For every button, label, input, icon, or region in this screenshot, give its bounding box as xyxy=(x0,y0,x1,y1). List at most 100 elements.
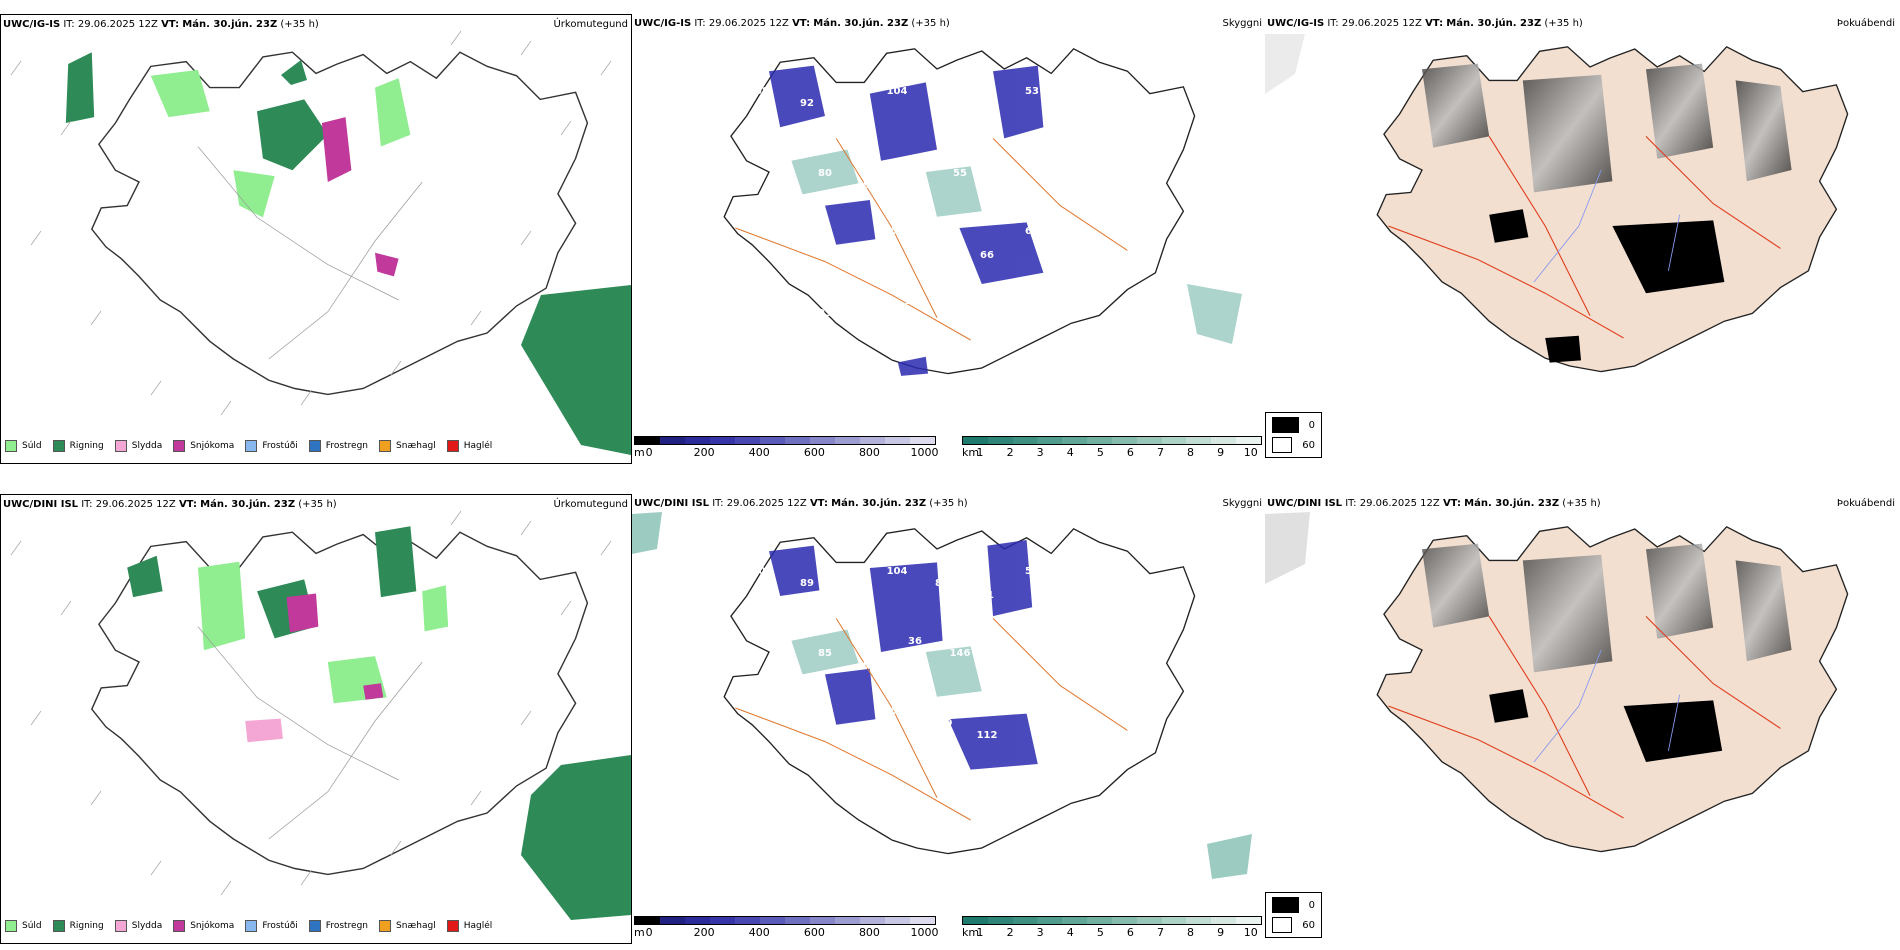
colorbar-unit: km xyxy=(962,926,980,939)
precip-map-row2 xyxy=(10,510,631,920)
cloud-base-label: 138 xyxy=(950,308,971,319)
legend-item: Slydda xyxy=(114,920,162,932)
cloud-base-label: 51 xyxy=(1070,718,1084,729)
cloud-base-label: 92 xyxy=(800,98,814,109)
cloud-base-label: 58 xyxy=(755,86,769,97)
cloud-base-label: 66 xyxy=(998,180,1012,191)
colorbar-tick: 9 xyxy=(1217,926,1225,939)
cloud-base-label: 112 xyxy=(977,730,998,741)
colorbar-tick: 3 xyxy=(1036,446,1044,459)
cloud-base-label: 69 xyxy=(845,590,859,601)
colorbar-tick: 6 xyxy=(1126,446,1134,459)
cloud-base-label: 60 xyxy=(890,706,904,717)
precip-map-row1 xyxy=(10,30,631,455)
precip-title-row2: Úrkomutegund xyxy=(553,499,628,510)
cloud-map-row1: 58 92 80 104 79 69 53 62 65 80 82 88 55 66 126 135 142 97… xyxy=(723,48,1242,376)
cloud-base-label: 65 xyxy=(773,156,787,167)
height-bar xyxy=(634,916,936,925)
cloud-base-label: 135 xyxy=(1085,168,1106,179)
legend-item: Frostregn xyxy=(308,920,368,932)
fog-legend-row2: 0 60 xyxy=(1265,892,1322,938)
colorbar-tick: 7 xyxy=(1156,926,1164,939)
precip-panel-row1: UWC/IG-IS IT: 29.06.2025 12Z VT: Mán. 30… xyxy=(0,14,632,464)
legend-item: Haglél xyxy=(446,440,492,452)
precip-legend-row1: Súld Rigning Slydda Snjókoma Frostúði Fr… xyxy=(5,440,504,452)
cloud-base-label: 59 xyxy=(845,730,859,741)
colorbar-unit: m xyxy=(634,446,645,459)
colorbar-tick: 6 xyxy=(1126,926,1134,939)
cloud-base-label: 81 xyxy=(980,590,994,601)
fog-map-row2 xyxy=(1265,512,1849,853)
cloud-title-row2: Skyggni xyxy=(1222,498,1262,509)
header-row2-fog: UWC/DINI ISL IT: 29.06.2025 12Z VT: Mán.… xyxy=(1267,498,1601,509)
cloud-base-label: 77 xyxy=(1088,648,1102,659)
cloud-panel-row2: 109 89 69 104 80 81 55 81 55 85 93 36 146 120 69 77 95 83… xyxy=(632,494,1265,944)
legend-item: Frostúði xyxy=(245,440,298,452)
colorbar-tick: 800 xyxy=(858,446,880,459)
km-bar xyxy=(962,916,1262,925)
cloud-base-label: 73 xyxy=(1025,706,1039,717)
cloud-base-label: 97 xyxy=(800,238,814,249)
cloud-base-label: 109 xyxy=(932,718,953,729)
cloud-base-label: 53 xyxy=(1025,86,1039,97)
colorbar-tick: 1 xyxy=(976,926,984,939)
cloud-base-label: 104 xyxy=(887,566,908,577)
km-ticks: km 1 2 3 4 5 6 7 8 9 10 xyxy=(962,925,1262,939)
cloud-base-label: 82 xyxy=(863,180,877,191)
cloud-base-label: 104 xyxy=(887,86,908,97)
cloud-base-label: 85 xyxy=(818,648,832,659)
colorbar-tick: 8 xyxy=(1187,446,1195,459)
cloud-base-label: 146 xyxy=(950,648,971,659)
cloud-base-label: 67 xyxy=(1070,238,1084,249)
colorbar-tick: 400 xyxy=(748,926,770,939)
cloud-base-label: 93 xyxy=(818,308,832,319)
height-colorbar-row2: m 0 200 400 600 800 1000 xyxy=(634,916,939,939)
legend-item: Rigning xyxy=(52,920,104,932)
colorbar-tick: 800 xyxy=(858,926,880,939)
legend-item: Haglél xyxy=(446,920,492,932)
cloud-base-label: 60 xyxy=(890,226,904,237)
cloud-base-label: 36 xyxy=(908,636,922,647)
colorbar-tick: 200 xyxy=(693,926,715,939)
cloud-base-label: 64 xyxy=(998,320,1012,331)
height-ticks: m 0 200 400 600 800 1000 xyxy=(634,445,939,459)
cloud-base-label: 123 xyxy=(905,296,926,307)
km-colorbar-row2: km 1 2 3 4 5 6 7 8 9 10 xyxy=(962,916,1262,939)
cloud-base-label: 120 xyxy=(995,660,1016,671)
colorbar-tick: 200 xyxy=(693,446,715,459)
legend-item: Súld xyxy=(5,440,42,452)
legend-item: Frostúði xyxy=(245,920,298,932)
cloud-base-label: 55 xyxy=(773,636,787,647)
cloud-base-label: 95 xyxy=(755,706,769,717)
header-row1-fog: UWC/IG-IS IT: 29.06.2025 12Z VT: Mán. 30… xyxy=(1267,18,1583,29)
cloud-base-label: 88 xyxy=(845,250,859,261)
colorbar-tick: 1 xyxy=(976,446,984,459)
cloud-base-label: 62 xyxy=(1070,98,1084,109)
cloud-panel-row1: 58 92 80 104 79 69 53 62 65 80 82 88 55 66 126 135 142 97… xyxy=(632,14,1265,464)
cloud-base-label: 68 xyxy=(935,238,949,249)
legend-item: Rigning xyxy=(52,440,104,452)
colorbar-unit: m xyxy=(634,926,645,939)
colorbar-tick: 10 xyxy=(1243,926,1258,939)
cloud-title-row1: Skyggni xyxy=(1222,18,1262,29)
colorbar-tick: 9 xyxy=(1217,446,1225,459)
km-colorbar-row1: km 1 2 3 4 5 6 7 8 9 10 xyxy=(962,436,1262,459)
colorbar-tick: 7 xyxy=(1156,446,1164,459)
colorbar-tick: 600 xyxy=(803,926,825,939)
cloud-base-label: 126 xyxy=(1040,156,1061,167)
cloud-base-label: 69 xyxy=(1043,636,1057,647)
height-ticks: m 0 200 400 600 800 1000 xyxy=(634,925,939,939)
cloud-base-label: 66 xyxy=(980,250,994,261)
header-row1: UWC/IG-IS IT: 29.06.2025 12Z VT: Mán. 30… xyxy=(3,19,319,30)
precip-panel-row2: UWC/DINI ISL IT: 29.06.2025 12Z VT: Mán.… xyxy=(0,494,632,944)
precip-legend-row2: Súld Rigning Slydda Snjókoma Frostúði Fr… xyxy=(5,920,504,932)
legend-item: Snjókoma xyxy=(173,920,234,932)
height-colorbar-row1: m 0 200 400 600 800 1000 xyxy=(634,436,939,459)
cloud-base-label: 81 xyxy=(1070,578,1084,589)
colorbar-tick: 1000 xyxy=(910,446,939,459)
cloud-base-label: 80 xyxy=(818,168,832,179)
cloud-base-label: 62 xyxy=(1025,226,1039,237)
cloud-base-label: 79 xyxy=(935,98,949,109)
fog-map-row1 xyxy=(1265,34,1849,373)
legend-item: Snæhagl xyxy=(379,920,436,932)
